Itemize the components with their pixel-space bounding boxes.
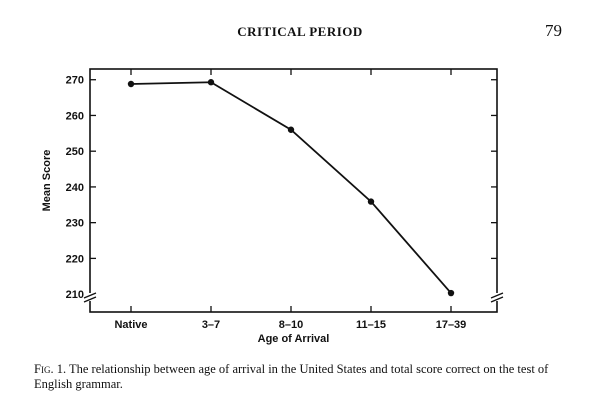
running-head: CRITICAL PERIOD: [237, 24, 363, 39]
y-tick-label: 270: [66, 75, 84, 87]
figure-label: Fig. 1.: [34, 362, 67, 376]
figure-caption-text: The relationship between age of arrival …: [34, 362, 549, 391]
y-tick-label: 240: [66, 182, 84, 194]
axis-break-mark: [83, 296, 97, 303]
y-tick-label: 210: [66, 289, 84, 301]
x-tick-label: 8–10: [279, 319, 303, 331]
axis-break-gap: [84, 293, 96, 301]
x-tick-label: 3–7: [202, 319, 220, 331]
data-point: [127, 80, 135, 88]
line-chart: 210 220 230 240 250 260 270 Native 3–7 8–10 11–15 1…: [41, 68, 504, 345]
axis-break-mark: [490, 296, 504, 303]
y-tick-label: 230: [66, 218, 84, 230]
plot-frame: [89, 68, 498, 313]
axis-break-mark: [490, 292, 504, 299]
data-point: [367, 198, 375, 205]
x-tick-label: Native: [114, 319, 147, 331]
y-axis-title: Mean Score: [41, 150, 53, 212]
axis-break-gap: [491, 293, 503, 301]
page-number: 79: [545, 21, 562, 40]
y-tick-label: 220: [66, 253, 84, 265]
data-point: [207, 79, 215, 86]
data-point: [447, 289, 455, 297]
axis-break-mark: [83, 292, 97, 299]
figure-caption: Fig. 1. The relationship between age of …: [34, 362, 574, 392]
y-tick-label: 260: [66, 110, 84, 122]
y-tick-label: 250: [66, 146, 84, 158]
x-tick-label: 11–15: [356, 319, 386, 331]
x-tick-label: 17–39: [436, 319, 467, 331]
page-header: CRITICAL PERIOD 79: [0, 21, 600, 44]
series-line: [130, 81, 452, 294]
x-axis-title: Age of Arrival: [258, 333, 330, 345]
data-point: [287, 126, 295, 133]
